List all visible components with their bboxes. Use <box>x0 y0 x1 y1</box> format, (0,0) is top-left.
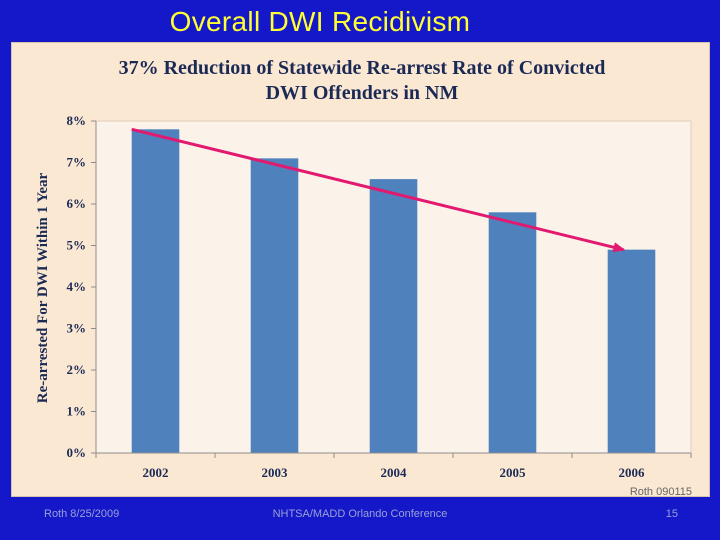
chart-frame: 37% Reduction of Statewide Re-arrest Rat… <box>11 42 710 498</box>
y-tick-label: 4% <box>67 279 87 294</box>
x-tick-label: 2002 <box>143 465 169 480</box>
footer-date: Roth 8/25/2009 <box>44 508 120 520</box>
bar-2003 <box>250 158 299 453</box>
bar-2005 <box>488 212 537 453</box>
y-tick-label: 5% <box>67 238 87 253</box>
trend-line <box>131 127 624 252</box>
slide-title: Overall DWI Recidivism <box>169 6 471 37</box>
trend-arrowhead <box>612 242 626 253</box>
y-tick-label: 3% <box>67 321 87 336</box>
chart-title-line-1: 37% Reduction of Statewide Re-arrest Rat… <box>119 57 606 79</box>
y-tick-label: 1% <box>67 404 87 419</box>
bar-2002 <box>131 129 180 454</box>
x-tick-label: 2005 <box>500 465 527 480</box>
bar-chart: 37% Reduction of Statewide Re-arrest Rat… <box>35 57 692 498</box>
x-tick-label: 2003 <box>262 465 289 480</box>
y-tick-label: 7% <box>67 155 87 170</box>
footer-conference: NHTSA/MADD Orlando Conference <box>272 508 448 520</box>
x-tick-label: 2006 <box>619 465 646 480</box>
y-tick-label: 6% <box>67 196 87 211</box>
footer-page-number: 15 <box>665 508 678 520</box>
y-tick-label: 8% <box>67 113 87 128</box>
x-tick-label: 2004 <box>381 465 408 480</box>
chart-title-line-2: DWI Offenders in NM <box>266 82 459 104</box>
y-axis-label: Re-arrested For DWI Within 1 Year <box>35 172 51 403</box>
y-tick-label: 2% <box>67 362 87 377</box>
bar-2004 <box>369 179 418 453</box>
y-tick-label: 0% <box>67 445 87 460</box>
chart-note: Roth 090115 <box>630 486 692 498</box>
bar-2006 <box>607 249 656 453</box>
